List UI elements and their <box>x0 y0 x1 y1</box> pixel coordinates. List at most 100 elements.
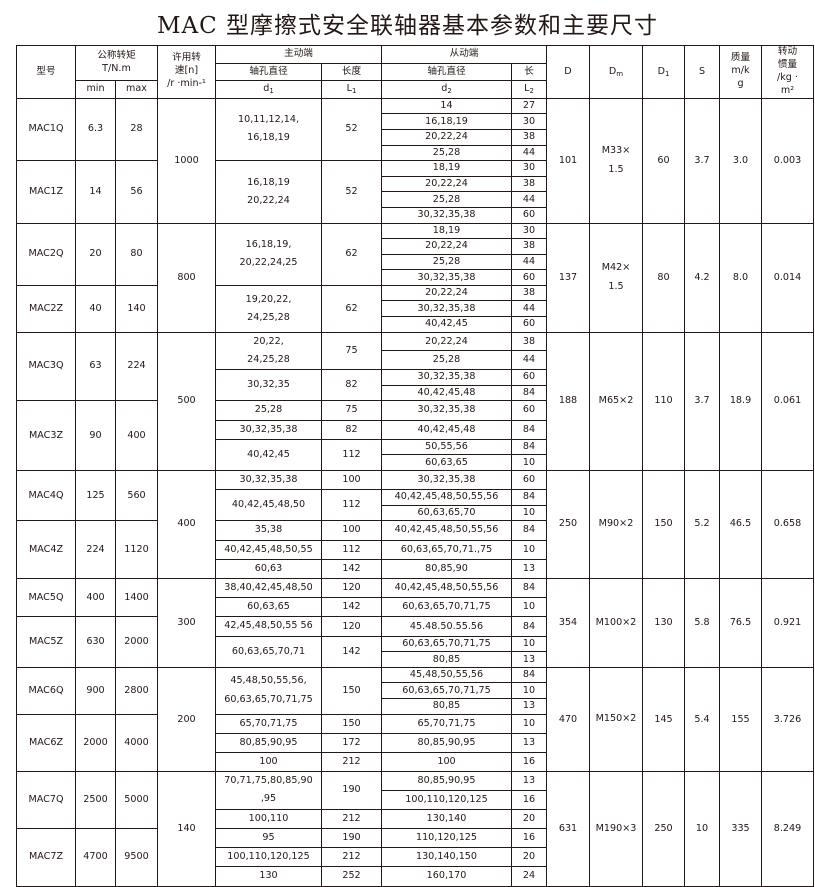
L2-cell: 13 <box>511 771 547 791</box>
L1-cell: 100 <box>321 469 382 491</box>
torque-min-cell: 125 <box>75 469 116 522</box>
L2-cell: 30 <box>511 222 547 240</box>
d2-cell: 40,42,45 <box>381 316 512 333</box>
L2-cell: 60 <box>511 316 547 333</box>
table-row: 30,32,35,38 60 <box>17 269 814 286</box>
speed-cell: 400 <box>157 469 216 579</box>
L2-cell: 44 <box>511 350 547 371</box>
header-L1-label: 长度 <box>321 62 382 82</box>
table-row: MAC3Z 90 400 25,28 75 30,32,35,38 60 <box>16 400 814 471</box>
L1-cell: 212 <box>321 752 382 773</box>
d2-cell: 45,48,50,55,56 <box>381 666 512 684</box>
L1-cell: 150 <box>321 666 382 715</box>
d2-cell: 30,32,35,38 <box>381 400 512 421</box>
model-cell: MAC3Q <box>16 331 76 402</box>
d2-cell: 40,42,45,48 <box>381 384 512 402</box>
L2-cell: 10 <box>511 454 547 471</box>
L2-cell: 10 <box>511 682 547 699</box>
d2-cell: 80,85,90 <box>381 558 512 579</box>
d2-cell: 80,85 <box>381 698 512 715</box>
torque-max-cell: 28 <box>115 97 158 162</box>
header-L2: L2 <box>511 80 547 99</box>
L2-cell: 16 <box>511 752 547 773</box>
d2-cell: 45.48.50.55.56 <box>381 616 512 637</box>
torque-max-cell: 400 <box>115 400 158 471</box>
model-cell: MAC6Z <box>16 713 76 773</box>
L1-cell: 112 <box>321 438 382 471</box>
torque-min-cell: 14 <box>75 160 116 224</box>
d1-cell: 30,32,35 <box>215 369 322 402</box>
d2-cell: 25,28 <box>381 350 512 371</box>
d2-cell: 30,32,35,38 <box>381 369 512 386</box>
L2-cell: 13 <box>511 698 547 715</box>
speed-cell: 800 <box>157 222 216 333</box>
table-row: MAC6Z 2000 4000 65,70,71,75 150 65,70,71,75 10 <box>16 713 814 773</box>
L2-cell: 44 <box>511 300 547 318</box>
torque-min-cell: 630 <box>75 616 116 668</box>
Dm-cell: M190×3 <box>589 771 643 887</box>
torque-max-cell: 1400 <box>115 577 158 618</box>
L1-cell: 252 <box>321 866 382 887</box>
inertia-cell: 0.921 <box>761 577 814 668</box>
d1-cell: 65,70,71,75 <box>215 713 322 734</box>
table-row: 30,32,35,38 82 40,42,45,48 84 <box>17 419 814 440</box>
table-row: MAC4Z 224 1120 35,38 100 40,42,45,48,50,55,56… <box>16 520 814 579</box>
torque-min-cell: 90 <box>75 400 116 471</box>
Dm-cell: M100×2 <box>589 577 643 668</box>
table-row: MAC7Q 2500 5000 140 70,71,75,80,85,90 ,95 190… <box>16 771 814 887</box>
model-cell: MAC7Q <box>16 771 76 829</box>
d2-cell: 40,42,45,48,50,55,56 <box>381 489 512 506</box>
L2-cell: 16 <box>511 827 547 849</box>
coupling-parameters-table: 型号 公称转矩 T/N.m 许用转 速[n] /r ·min-¹ 主动端 从动端… <box>16 44 814 887</box>
page-title: MAC 型摩擦式安全联轴器基本参数和主要尺寸 <box>156 13 659 39</box>
D-cell: 470 <box>546 666 590 773</box>
table-row: MAC3Q 63 224 500 20,22, 24,25,28 75 20,22,24 38… <box>16 331 814 471</box>
d1-cell: 19,20,22, 24,25,28 <box>215 284 322 333</box>
L2-cell: 27 <box>511 97 547 115</box>
d2-cell: 60,63,65,70,71,75 <box>381 597 512 618</box>
D-cell: 631 <box>546 771 590 887</box>
L2-cell: 10 <box>511 539 547 560</box>
L2-cell: 38 <box>511 175 547 193</box>
header-L1: L1 <box>321 80 382 99</box>
model-cell: MAC4Z <box>16 520 76 579</box>
torque-max-cell: 2800 <box>115 666 158 715</box>
D-cell: 101 <box>546 97 590 224</box>
L1-cell: 82 <box>321 419 382 440</box>
mass-cell: 8.0 <box>719 222 762 333</box>
L1-cell: 62 <box>321 222 382 286</box>
torque-max-cell: 80 <box>115 222 158 286</box>
header-max: max <box>115 80 158 99</box>
d1-cell: 60,63 <box>215 558 322 579</box>
mass-cell: 335 <box>719 771 762 887</box>
d1-cell: 10,11,12,14, 16,18,19 <box>215 97 322 162</box>
d1-cell: 42,45,48,50,55 56 <box>215 616 322 637</box>
torque-max-cell: 9500 <box>115 827 158 887</box>
L2-cell: 10 <box>511 504 547 522</box>
L2-cell: 84 <box>511 384 547 402</box>
d2-cell: 40,42,45,48,50,55,56 <box>381 577 512 599</box>
L1-cell: 112 <box>321 489 382 522</box>
D1-cell: 145 <box>642 666 685 773</box>
model-cell: MAC7Z <box>16 827 76 887</box>
d2-cell: 18,19 <box>381 160 512 177</box>
header-inertia: 转动 惯量 /kg · m² <box>761 45 814 99</box>
d2-cell: 65,70,71,75 <box>381 713 512 734</box>
d2-cell: 60,63,65,70,71,75 <box>381 682 512 699</box>
table-row: MAC5Q 400 1400 300 38,40,42,45,48,50 120 40,42… <box>16 577 814 668</box>
mass-cell: 46.5 <box>719 469 762 579</box>
Dm-cell: M65×2 <box>589 331 643 471</box>
L1-cell: 75 <box>321 400 382 421</box>
L2-cell: 13 <box>511 651 547 668</box>
table-row: 20,22,24 38 <box>17 128 814 146</box>
table-row: 60,63,65,70,71 142 60,63,65,70,71,75 10 <box>17 635 814 668</box>
L1-cell: 190 <box>321 827 382 849</box>
speed-cell: 1000 <box>157 97 216 224</box>
L2-cell: 60 <box>511 400 547 421</box>
model-cell: MAC2Q <box>16 222 76 286</box>
L2-cell: 44 <box>511 144 547 162</box>
L1-cell: 120 <box>321 616 382 637</box>
torque-max-cell: 224 <box>115 331 158 402</box>
d2-cell: 100,110,120,125 <box>381 789 512 810</box>
d1-cell: 60,63,65,70,71 <box>215 635 322 668</box>
